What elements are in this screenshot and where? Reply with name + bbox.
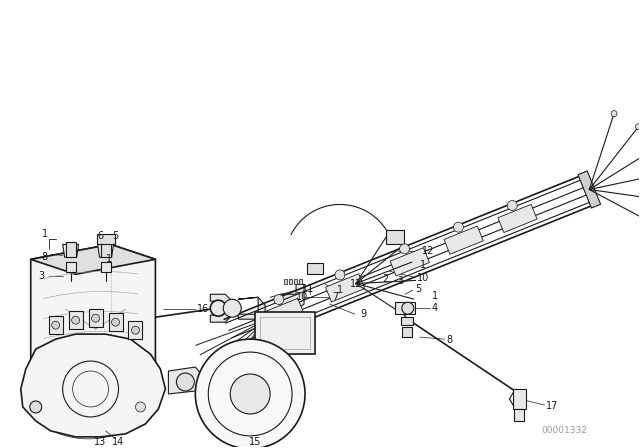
Polygon shape bbox=[168, 367, 205, 394]
Text: 3: 3 bbox=[38, 271, 45, 281]
Bar bbox=[294, 279, 297, 284]
Bar bbox=[513, 389, 527, 409]
Polygon shape bbox=[211, 294, 232, 322]
Text: 7: 7 bbox=[332, 292, 338, 302]
Bar bbox=[299, 279, 302, 284]
Text: 11: 11 bbox=[302, 284, 314, 294]
Circle shape bbox=[131, 326, 140, 334]
Circle shape bbox=[611, 111, 617, 116]
Text: 14: 14 bbox=[113, 437, 125, 447]
Text: 5: 5 bbox=[113, 231, 118, 241]
Text: 3: 3 bbox=[398, 276, 404, 286]
Circle shape bbox=[136, 402, 145, 412]
Bar bbox=[66, 263, 76, 272]
Circle shape bbox=[211, 300, 227, 316]
Polygon shape bbox=[444, 226, 483, 254]
Text: 12: 12 bbox=[422, 246, 434, 256]
Polygon shape bbox=[31, 244, 156, 384]
Circle shape bbox=[399, 244, 410, 254]
Text: 10: 10 bbox=[296, 292, 308, 302]
Bar bbox=[255, 312, 315, 354]
Polygon shape bbox=[264, 298, 304, 327]
Polygon shape bbox=[498, 204, 537, 233]
Bar bbox=[49, 316, 63, 334]
Polygon shape bbox=[390, 248, 429, 276]
Text: 1: 1 bbox=[432, 291, 438, 301]
Polygon shape bbox=[63, 244, 79, 257]
Polygon shape bbox=[578, 171, 601, 208]
Bar bbox=[100, 263, 111, 272]
Polygon shape bbox=[97, 244, 113, 257]
Text: 15: 15 bbox=[249, 437, 261, 447]
Bar bbox=[284, 279, 287, 284]
Bar bbox=[129, 321, 143, 339]
Bar bbox=[401, 317, 413, 325]
Circle shape bbox=[52, 321, 60, 329]
Text: 16: 16 bbox=[197, 304, 209, 314]
Text: 13: 13 bbox=[95, 437, 107, 447]
Circle shape bbox=[111, 318, 120, 326]
Bar bbox=[109, 313, 122, 331]
Circle shape bbox=[223, 299, 241, 317]
Bar bbox=[386, 230, 404, 244]
Bar bbox=[88, 309, 102, 327]
Circle shape bbox=[453, 222, 463, 232]
Text: 5: 5 bbox=[415, 284, 421, 294]
Circle shape bbox=[335, 270, 345, 280]
Circle shape bbox=[92, 314, 100, 322]
Circle shape bbox=[29, 401, 42, 413]
Circle shape bbox=[508, 201, 517, 211]
Circle shape bbox=[636, 124, 640, 129]
Text: 1: 1 bbox=[420, 260, 426, 270]
Bar bbox=[515, 409, 524, 421]
Text: 1: 1 bbox=[106, 254, 111, 264]
Circle shape bbox=[230, 374, 270, 414]
Circle shape bbox=[195, 339, 305, 448]
Polygon shape bbox=[326, 274, 365, 302]
Text: 17: 17 bbox=[547, 401, 559, 411]
Text: 9: 9 bbox=[360, 309, 366, 319]
Circle shape bbox=[177, 373, 195, 391]
Text: 00001332: 00001332 bbox=[541, 426, 588, 435]
Text: 1: 1 bbox=[42, 229, 48, 239]
Circle shape bbox=[402, 302, 413, 314]
Polygon shape bbox=[280, 284, 304, 309]
Text: 10: 10 bbox=[417, 273, 429, 283]
Bar bbox=[260, 317, 310, 349]
Bar bbox=[100, 242, 111, 257]
Text: 8: 8 bbox=[447, 335, 452, 345]
Text: 4: 4 bbox=[432, 303, 438, 313]
Circle shape bbox=[72, 316, 79, 324]
Text: 1: 1 bbox=[337, 285, 343, 295]
Bar bbox=[66, 242, 76, 257]
Bar bbox=[97, 234, 115, 244]
Polygon shape bbox=[31, 244, 156, 274]
Bar bbox=[402, 327, 412, 337]
Polygon shape bbox=[20, 334, 165, 437]
Bar bbox=[289, 279, 292, 284]
Text: 8: 8 bbox=[42, 252, 48, 263]
Polygon shape bbox=[238, 297, 265, 319]
Text: 2: 2 bbox=[382, 274, 388, 284]
Text: 12: 12 bbox=[350, 279, 362, 289]
Bar bbox=[307, 263, 323, 274]
Circle shape bbox=[274, 294, 284, 305]
Bar bbox=[395, 302, 415, 314]
Bar bbox=[68, 311, 83, 329]
Text: 6: 6 bbox=[97, 231, 104, 241]
